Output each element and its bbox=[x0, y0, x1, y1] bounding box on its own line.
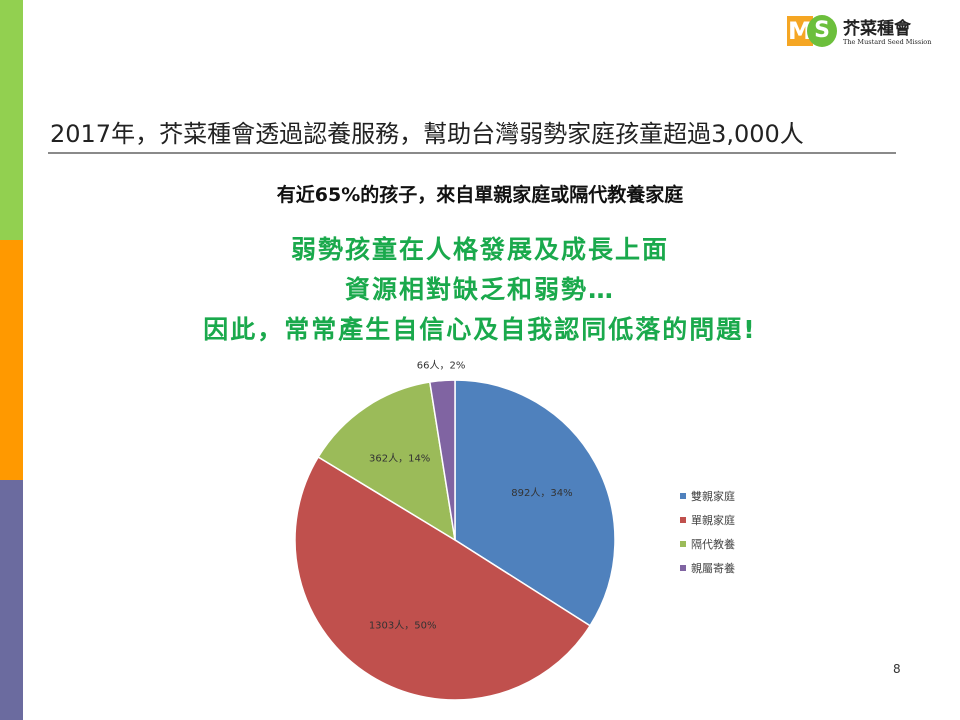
logo: M S 芥菜種會 The Mustard Seed Mission bbox=[787, 14, 947, 50]
highlight-line-3: 因此，常常產生自信心及自我認同低落的問題! bbox=[203, 315, 757, 344]
legend-label: 單親家庭 bbox=[691, 514, 735, 527]
logo-english: The Mustard Seed Mission bbox=[843, 38, 932, 46]
legend-swatch bbox=[680, 541, 686, 547]
highlight-line-1: 弱勢孩童在人格發展及成長上面 bbox=[290, 235, 669, 264]
highlight-line-2: 資源相對缺乏和弱勢… bbox=[344, 275, 615, 304]
logo-mark-s: S bbox=[807, 15, 837, 47]
legend-swatch bbox=[680, 493, 686, 499]
side-bar-green bbox=[0, 0, 23, 240]
data-label-1: 1303人，50% bbox=[369, 619, 437, 631]
side-bar-purple bbox=[0, 480, 23, 720]
pie-slice-3 bbox=[428, 379, 456, 541]
pie-slice-1 bbox=[294, 455, 592, 701]
legend-item: 雙親家庭 bbox=[680, 484, 735, 508]
legend-label: 隔代教養 bbox=[691, 538, 735, 551]
legend: 雙親家庭單親家庭隔代教養親屬寄養 bbox=[680, 484, 735, 580]
legend-item: 單親家庭 bbox=[680, 508, 735, 532]
title-divider bbox=[48, 152, 896, 154]
slide-title: 2017年，芥菜種會透過認養服務，幫助台灣弱勢家庭孩童超過3,000人 bbox=[50, 120, 804, 148]
data-label-0: 892人，34% bbox=[511, 487, 572, 499]
logo-mark-m: M bbox=[787, 16, 813, 46]
legend-item: 隔代教養 bbox=[680, 532, 735, 556]
data-label-2: 362人，14% bbox=[369, 453, 430, 465]
page-number: 8 bbox=[893, 662, 901, 676]
legend-swatch bbox=[680, 565, 686, 571]
legend-item: 親屬寄養 bbox=[680, 556, 735, 580]
side-bar-orange bbox=[0, 240, 23, 480]
logo-name: 芥菜種會 bbox=[843, 19, 911, 39]
legend-swatch bbox=[680, 517, 686, 523]
pie-slice-2 bbox=[317, 381, 456, 542]
subtitle: 有近65%的孩子，來自單親家庭或隔代教養家庭 bbox=[276, 184, 684, 206]
legend-label: 雙親家庭 bbox=[691, 490, 735, 503]
legend-label: 親屬寄養 bbox=[691, 562, 735, 575]
data-label-3: 66人，2% bbox=[417, 360, 466, 372]
pie-slice-0 bbox=[454, 379, 616, 627]
